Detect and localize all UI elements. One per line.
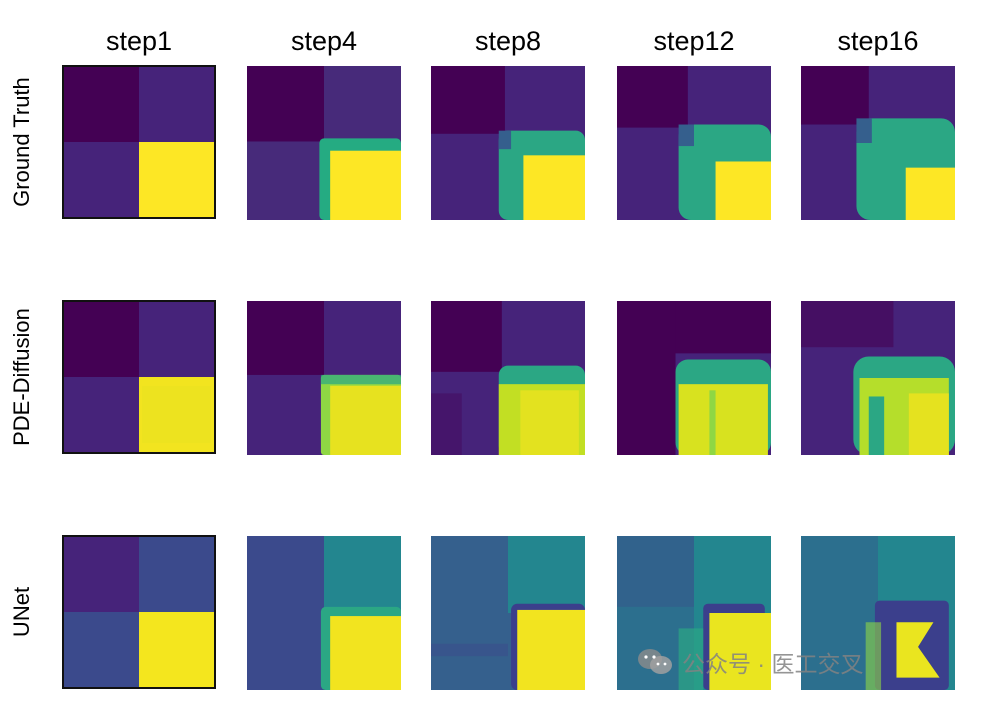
row-label-pde-diffusion: PDE-Diffusion xyxy=(9,308,34,446)
column-title-step12: step12 xyxy=(653,26,735,56)
unet-step8-panel xyxy=(431,536,585,690)
watermark: 公众号 · 医工交叉 xyxy=(636,644,863,680)
pde-step8-panel xyxy=(431,301,585,455)
gt-step8-panel xyxy=(431,66,585,220)
gt-step16-panel xyxy=(801,66,955,220)
column-title-step1: step1 xyxy=(105,26,173,56)
wechat-icon xyxy=(636,647,674,677)
gt-step1-panel xyxy=(62,65,216,219)
column-title-step16: step16 xyxy=(837,26,919,56)
gt-step12-panel xyxy=(617,66,771,220)
pde-step12-panel xyxy=(617,301,771,455)
gt-step4-panel xyxy=(247,66,401,220)
pde-step16-panel xyxy=(801,301,955,455)
pde-step4-panel xyxy=(247,301,401,455)
row-label-ground-truth: Ground Truth xyxy=(9,77,34,207)
pde-step1-panel xyxy=(62,300,216,454)
column-title-step4: step4 xyxy=(290,26,358,56)
unet-step12-panel xyxy=(617,536,771,690)
unet-step1-panel xyxy=(62,535,216,689)
row-label-unet: UNet xyxy=(9,586,34,638)
unet-step16-panel xyxy=(801,536,955,690)
column-title-step8: step8 xyxy=(474,26,542,56)
unet-step4-panel xyxy=(247,536,401,690)
watermark-text: 公众号 · 医工交叉 xyxy=(682,651,864,677)
